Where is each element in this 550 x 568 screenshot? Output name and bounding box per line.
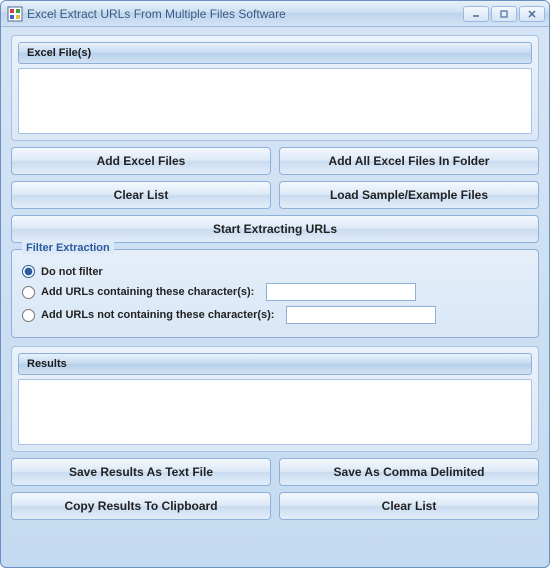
- minimize-button[interactable]: [463, 6, 489, 22]
- load-sample-button[interactable]: Load Sample/Example Files: [279, 181, 539, 209]
- save-text-button[interactable]: Save Results As Text File: [11, 458, 271, 486]
- results-panel: Results: [11, 346, 539, 452]
- window-title: Excel Extract URLs From Multiple Files S…: [27, 7, 463, 21]
- window-controls: [463, 6, 545, 22]
- files-listbox[interactable]: [18, 68, 532, 134]
- results-buttons-row-1: Save Results As Text File Save As Comma …: [11, 458, 539, 486]
- clear-list-top-button[interactable]: Clear List: [11, 181, 271, 209]
- filter-notcontain-input[interactable]: [286, 306, 436, 324]
- results-buttons-row-2: Copy Results To Clipboard Clear List: [11, 492, 539, 520]
- start-row: Start Extracting URLs: [11, 215, 539, 243]
- add-all-files-folder-button[interactable]: Add All Excel Files In Folder: [279, 147, 539, 175]
- filter-radio-contain[interactable]: [22, 286, 35, 299]
- filter-legend: Filter Extraction: [22, 242, 114, 254]
- save-csv-button[interactable]: Save As Comma Delimited: [279, 458, 539, 486]
- files-panel-header: Excel File(s): [18, 42, 532, 64]
- app-window: Excel Extract URLs From Multiple Files S…: [0, 0, 550, 568]
- files-panel: Excel File(s): [11, 35, 539, 141]
- copy-clipboard-button[interactable]: Copy Results To Clipboard: [11, 492, 271, 520]
- filter-option-notcontain-row: Add URLs not containing these character(…: [22, 306, 528, 324]
- results-panel-header: Results: [18, 353, 532, 375]
- filter-label-contain: Add URLs containing these character(s):: [41, 286, 254, 298]
- file-buttons-row-2: Clear List Load Sample/Example Files: [11, 181, 539, 209]
- close-button[interactable]: [519, 6, 545, 22]
- titlebar: Excel Extract URLs From Multiple Files S…: [1, 1, 549, 27]
- filter-label-notcontain: Add URLs not containing these character(…: [41, 309, 274, 321]
- filter-option-contain-row: Add URLs containing these character(s):: [22, 283, 528, 301]
- filter-label-none: Do not filter: [41, 266, 103, 278]
- app-icon: [7, 6, 23, 22]
- filter-option-none-row: Do not filter: [22, 265, 528, 278]
- filter-radio-notcontain[interactable]: [22, 309, 35, 322]
- filter-groupbox: Filter Extraction Do not filter Add URLs…: [11, 249, 539, 338]
- file-buttons-row-1: Add Excel Files Add All Excel Files In F…: [11, 147, 539, 175]
- filter-radio-none[interactable]: [22, 265, 35, 278]
- filter-contain-input[interactable]: [266, 283, 416, 301]
- add-excel-files-button[interactable]: Add Excel Files: [11, 147, 271, 175]
- client-area: Excel File(s) Add Excel Files Add All Ex…: [1, 27, 549, 530]
- results-listbox[interactable]: [18, 379, 532, 445]
- start-extracting-button[interactable]: Start Extracting URLs: [11, 215, 539, 243]
- clear-list-bottom-button[interactable]: Clear List: [279, 492, 539, 520]
- maximize-button[interactable]: [491, 6, 517, 22]
